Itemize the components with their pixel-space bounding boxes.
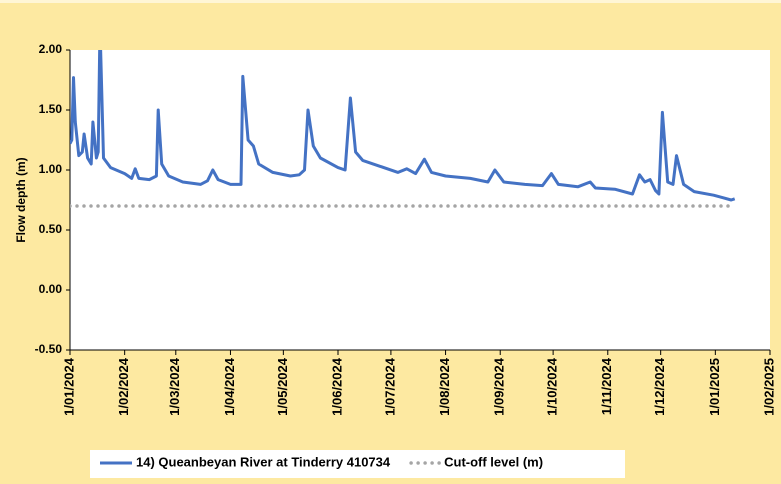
x-tick-label: 1/03/2024 [167,357,182,416]
y-axis-label: Flow depth (m) [14,157,28,242]
x-tick-label: 1/12/2024 [652,357,667,416]
y-tick-label: 1.00 [39,162,63,176]
legend-box [90,450,625,478]
y-tick-label: -0.50 [35,342,63,356]
top-band [0,0,781,3]
legend-label: Cut-off level (m) [444,454,543,469]
x-tick-label: 1/01/2025 [707,358,722,416]
x-tick-label: 1/10/2024 [545,357,560,416]
x-tick-label: 1/08/2024 [437,357,452,416]
plot-lines [70,50,737,208]
x-tick-label: 1/02/2025 [761,358,776,416]
x-tick-label: 1/04/2024 [222,357,237,416]
y-tick-label: 2.00 [39,42,63,56]
y-tick-label: 0.50 [39,222,63,236]
x-tick-label: 1/11/2024 [599,357,614,415]
y-tick-label: 1.50 [39,102,63,116]
x-tick-label: 1/05/2024 [275,357,290,416]
plot-area [70,50,770,350]
x-tick-label: 1/07/2024 [382,357,397,416]
x-tick-label: 1/02/2024 [116,357,131,416]
legend-label: 14) Queanbeyan River at Tinderry 410734 [136,454,391,469]
y-tick-label: 0.00 [39,282,63,296]
x-tick-label: 1/06/2024 [329,357,344,416]
x-tick-label: 1/01/2024 [61,357,76,416]
x-tick-label: 1/09/2024 [492,357,507,416]
series-line [70,50,736,202]
